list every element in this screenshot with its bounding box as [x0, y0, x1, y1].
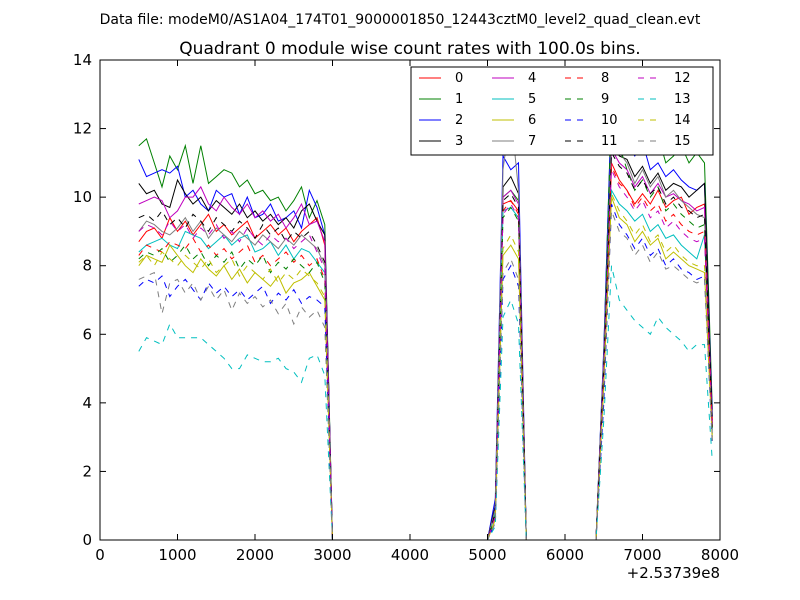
legend-label-3: 3	[455, 134, 463, 149]
x-offset-label: +2.53739e8	[627, 564, 720, 582]
legend-label-14: 14	[674, 113, 691, 128]
series-line-8	[138, 166, 713, 541]
legend-label-12: 12	[674, 71, 691, 86]
y-tick-label: 10	[73, 188, 92, 206]
x-tick-label: 0	[95, 546, 105, 564]
series-line-9	[138, 101, 713, 541]
x-tick-label: 7000	[623, 546, 661, 564]
legend-frame	[410, 66, 714, 156]
series-line-3	[138, 140, 713, 541]
y-tick-label: 4	[82, 394, 92, 412]
axis-ticks: 0 1000 2000 3000 4000 5000 6000 7000 80000246810…	[73, 51, 739, 564]
series-line-6	[138, 196, 713, 541]
chart-title: Quadrant 0 module wise count rates with …	[179, 39, 640, 59]
chart-suptitle: Data file: modeM0/AS1A04_174T01_90000018…	[100, 12, 701, 28]
series-line-7	[138, 111, 713, 541]
legend-label-11: 11	[601, 134, 618, 149]
series-line-5	[138, 188, 713, 541]
legend-label-2: 2	[455, 113, 463, 128]
legend-label-4: 4	[528, 71, 536, 86]
legend-label-5: 5	[528, 92, 536, 107]
series-line-10	[138, 203, 713, 541]
series-lines	[138, 100, 713, 541]
legend-label-6: 6	[528, 113, 536, 128]
legend-label-7: 7	[528, 134, 536, 149]
legend-label-15: 15	[674, 134, 691, 149]
x-tick-label: 1000	[158, 546, 196, 564]
x-tick-label: 6000	[546, 546, 584, 564]
x-tick-label: 4000	[391, 546, 429, 564]
x-tick-label: 5000	[468, 546, 506, 564]
y-tick-label: 2	[82, 462, 92, 480]
x-tick-label: 8000	[701, 546, 739, 564]
legend-label-10: 10	[601, 113, 618, 128]
legend-label-1: 1	[455, 92, 463, 107]
y-tick-label: 0	[82, 531, 92, 549]
legend-label-0: 0	[455, 71, 463, 86]
legend-label-9: 9	[601, 92, 609, 107]
x-tick-label: 3000	[313, 546, 351, 564]
legend-label-13: 13	[674, 92, 691, 107]
y-tick-label: 12	[73, 120, 92, 138]
series-line-15	[138, 210, 713, 541]
y-tick-label: 8	[82, 257, 92, 275]
x-tick-label: 2000	[236, 546, 274, 564]
y-tick-label: 6	[82, 325, 92, 343]
series-line-14	[138, 193, 713, 541]
legend-label-8: 8	[601, 71, 609, 86]
y-tick-label: 14	[73, 51, 92, 69]
series-line-13	[138, 265, 713, 541]
